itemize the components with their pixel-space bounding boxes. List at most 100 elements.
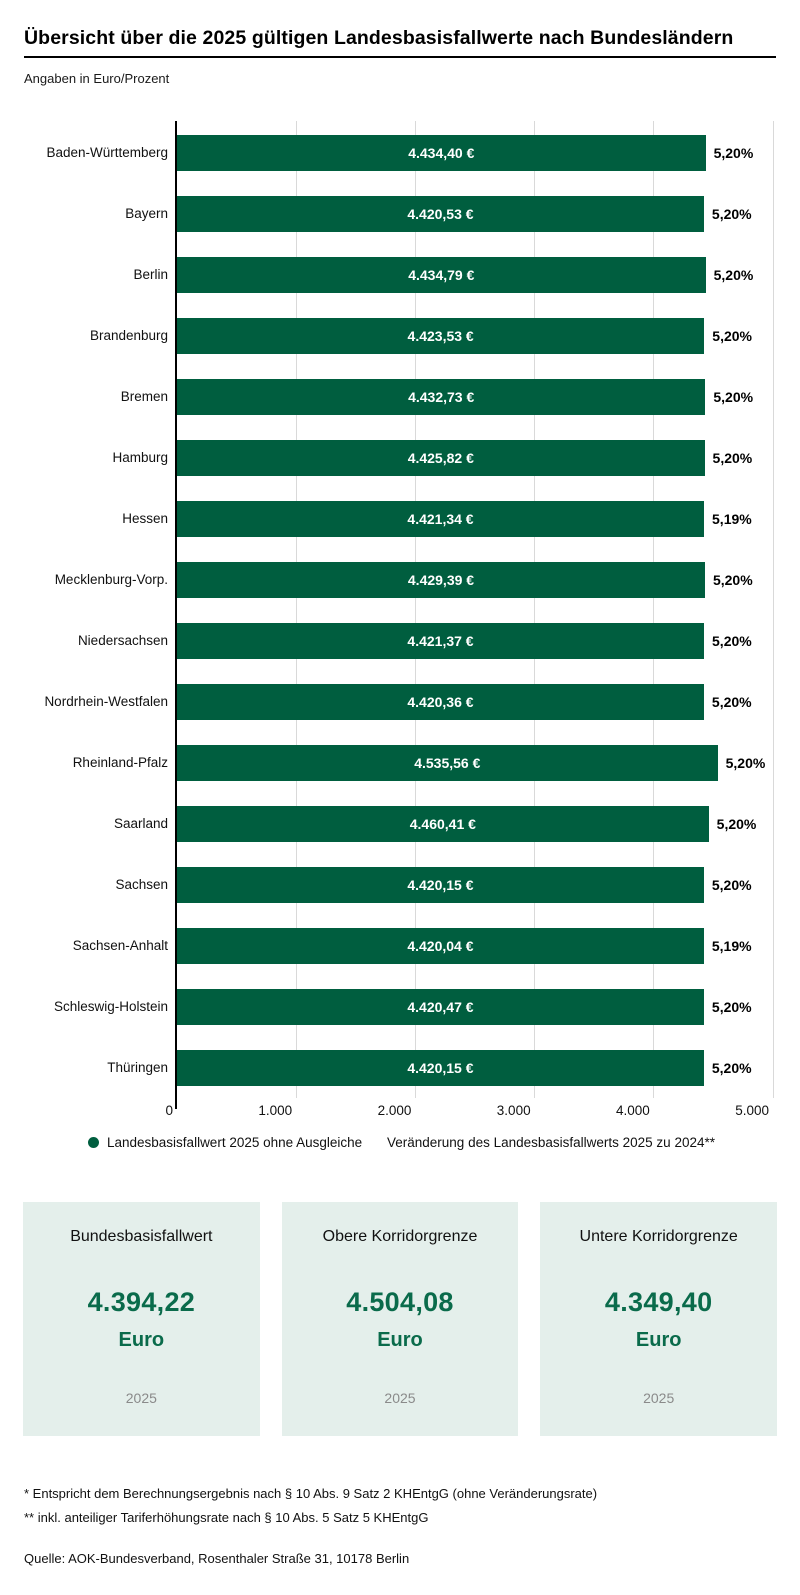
card-value: 4.394,22 — [87, 1287, 196, 1317]
bar-value-label: 4.420,36 € — [407, 694, 474, 710]
percent-label: 5,19% — [712, 511, 752, 527]
gridline-4000 — [653, 121, 655, 1098]
bar: 4.434,40 € — [177, 135, 706, 171]
chart-subtitle: Angaben in Euro/Prozent — [24, 71, 170, 86]
title-divider — [24, 56, 776, 58]
source-line: Quelle: AOK-Bundesverband, Rosenthaler S… — [24, 1551, 410, 1566]
footnote-1: * Entspricht dem Berechnungsergebnis nac… — [24, 1486, 598, 1501]
x-tick-label: 0 — [165, 1103, 173, 1118]
percent-label: 5,20% — [711, 999, 752, 1015]
card-year: 2025 — [384, 1390, 416, 1406]
bar: 4.420,15 € — [177, 867, 704, 903]
bar-value-label: 4.421,34 € — [407, 511, 474, 527]
bar: 4.423,53 € — [177, 318, 705, 354]
percent-label: 5,20% — [711, 1060, 752, 1076]
card-value: 4.349,40 — [604, 1287, 713, 1317]
category-label: Nordrhein-Westfalen — [44, 694, 168, 709]
gridline-3000 — [534, 121, 536, 1098]
card-bundesbasisfallwert: Bundesbasisfallwert 4.394,22 Euro 2025 — [23, 1202, 260, 1436]
percent-label: 5,20% — [725, 755, 766, 771]
legend-label: Veränderung des Landesbasisfallwerts 202… — [387, 1134, 715, 1150]
category-label: Bremen — [120, 389, 168, 404]
card-unit: Euro — [635, 1329, 682, 1351]
category-label: Bayern — [125, 206, 168, 221]
percent-label: 5,20% — [712, 328, 752, 344]
x-tick-label: 2.000 — [377, 1103, 412, 1118]
card-title: Bundesbasisfallwert — [70, 1228, 213, 1245]
category-label: Berlin — [133, 267, 168, 282]
bar-value-label: 4.423,53 € — [407, 328, 474, 344]
card-year: 2025 — [643, 1390, 675, 1406]
category-label: Schleswig-Holstein — [53, 999, 168, 1014]
percent-label: 5,19% — [711, 938, 752, 954]
category-label: Baden-Württemberg — [46, 145, 168, 160]
category-label: Sachsen — [115, 877, 168, 892]
plot-area: 0 1.000 2.000 3.000 4.000 5.000 Baden-Württemb… — [44, 121, 774, 1118]
category-label: Sachsen-Anhalt — [72, 938, 168, 953]
gridline-5000 — [772, 121, 774, 1098]
bar-value-label: 4.434,40 € — [408, 145, 475, 161]
bar: 4.421,34 € — [177, 501, 705, 537]
bar: 4.420,04 € — [177, 928, 704, 964]
bar-value-label: 4.460,41 € — [409, 816, 476, 832]
percent-label: 5,20% — [711, 877, 752, 893]
card-untere-korridorgrenze: Untere Korridorgrenze 4.349,40 Euro 2025 — [540, 1202, 778, 1436]
gridline-1000 — [295, 121, 297, 1098]
bar-value-label: 4.420,15 € — [407, 1060, 474, 1076]
bar: 4.420,36 € — [177, 684, 704, 720]
category-label: Mecklenburg-Vorp. — [54, 572, 168, 587]
card-year: 2025 — [125, 1390, 157, 1406]
legend-dot-icon — [88, 1136, 99, 1148]
bar-value-label: 4.429,39 € — [407, 572, 475, 588]
category-label: Saarland — [113, 816, 168, 831]
percent-label: 5,20% — [712, 633, 752, 649]
bar-value-label: 4.425,82 € — [407, 450, 474, 466]
category-label: Thüringen — [107, 1060, 168, 1075]
category-label: Hamburg — [112, 450, 168, 465]
page-title: Übersicht über die 2025 gültigen Landesb… — [24, 27, 734, 49]
bar-value-label: 4.421,37 € — [407, 633, 474, 649]
card-title: Untere Korridorgrenze — [579, 1228, 738, 1245]
card-unit: Euro — [118, 1329, 165, 1351]
bar: 4.535,56 € — [177, 745, 718, 781]
bar-value-label: 4.420,15 € — [407, 877, 474, 893]
category-label: Hessen — [122, 511, 168, 526]
x-tick-label: 1.000 — [258, 1103, 293, 1118]
legend-item-veraenderung: Veränderung des Landesbasisfallwerts 202… — [387, 1132, 715, 1152]
category-label: Niedersachsen — [77, 633, 168, 648]
bar: 4.425,82 € — [177, 440, 705, 476]
percent-label: 5,20% — [713, 145, 754, 161]
bar-value-label: 4.535,56 € — [414, 755, 481, 771]
legend-item-landesbasisfallwert: Landesbasisfallwert 2025 ohne Ausgleiche — [88, 1132, 362, 1152]
bar-value-label: 4.420,53 € — [407, 206, 474, 222]
bar: 4.460,41 € — [177, 806, 709, 842]
percent-label: 5,20% — [711, 694, 752, 710]
bar: 4.420,47 € — [177, 989, 704, 1025]
bar: 4.420,53 € — [177, 196, 704, 232]
x-tick-label: 3.000 — [496, 1103, 531, 1118]
bar: 4.420,15 € — [177, 1050, 704, 1086]
legend-label: Landesbasisfallwert 2025 ohne Ausgleiche — [107, 1134, 363, 1150]
bar: 4.421,37 € — [177, 623, 705, 659]
bar-value-label: 4.420,04 € — [407, 938, 474, 954]
footnote-2: ** inkl. anteiliger Tariferhöhungsrate n… — [24, 1510, 429, 1525]
gridline-2000 — [414, 121, 416, 1098]
bar-value-label: 4.432,73 € — [408, 389, 475, 405]
bar: 4.432,73 € — [177, 379, 706, 415]
percent-label: 5,20% — [712, 572, 753, 588]
x-tick-label: 4.000 — [616, 1103, 650, 1118]
category-label: Brandenburg — [89, 328, 168, 343]
percent-label: 5,20% — [716, 816, 757, 832]
x-tick-label: 5.000 — [735, 1103, 769, 1118]
y-axis-line — [175, 121, 177, 1109]
percent-label: 5,20% — [712, 450, 753, 466]
bar-value-label: 4.434,79 € — [408, 267, 475, 283]
card-value: 4.504,08 — [346, 1287, 454, 1317]
category-label: Rheinland-Pfalz — [72, 755, 168, 770]
bar: 4.434,79 € — [177, 257, 706, 293]
card-obere-korridorgrenze: Obere Korridorgrenze 4.504,08 Euro 2025 — [281, 1202, 519, 1436]
card-title: Obere Korridorgrenze — [322, 1228, 478, 1245]
percent-label: 5,20% — [713, 267, 754, 283]
summary-cards: Bundesbasisfallwert 4.394,22 Euro 2025 O… — [23, 1202, 778, 1436]
